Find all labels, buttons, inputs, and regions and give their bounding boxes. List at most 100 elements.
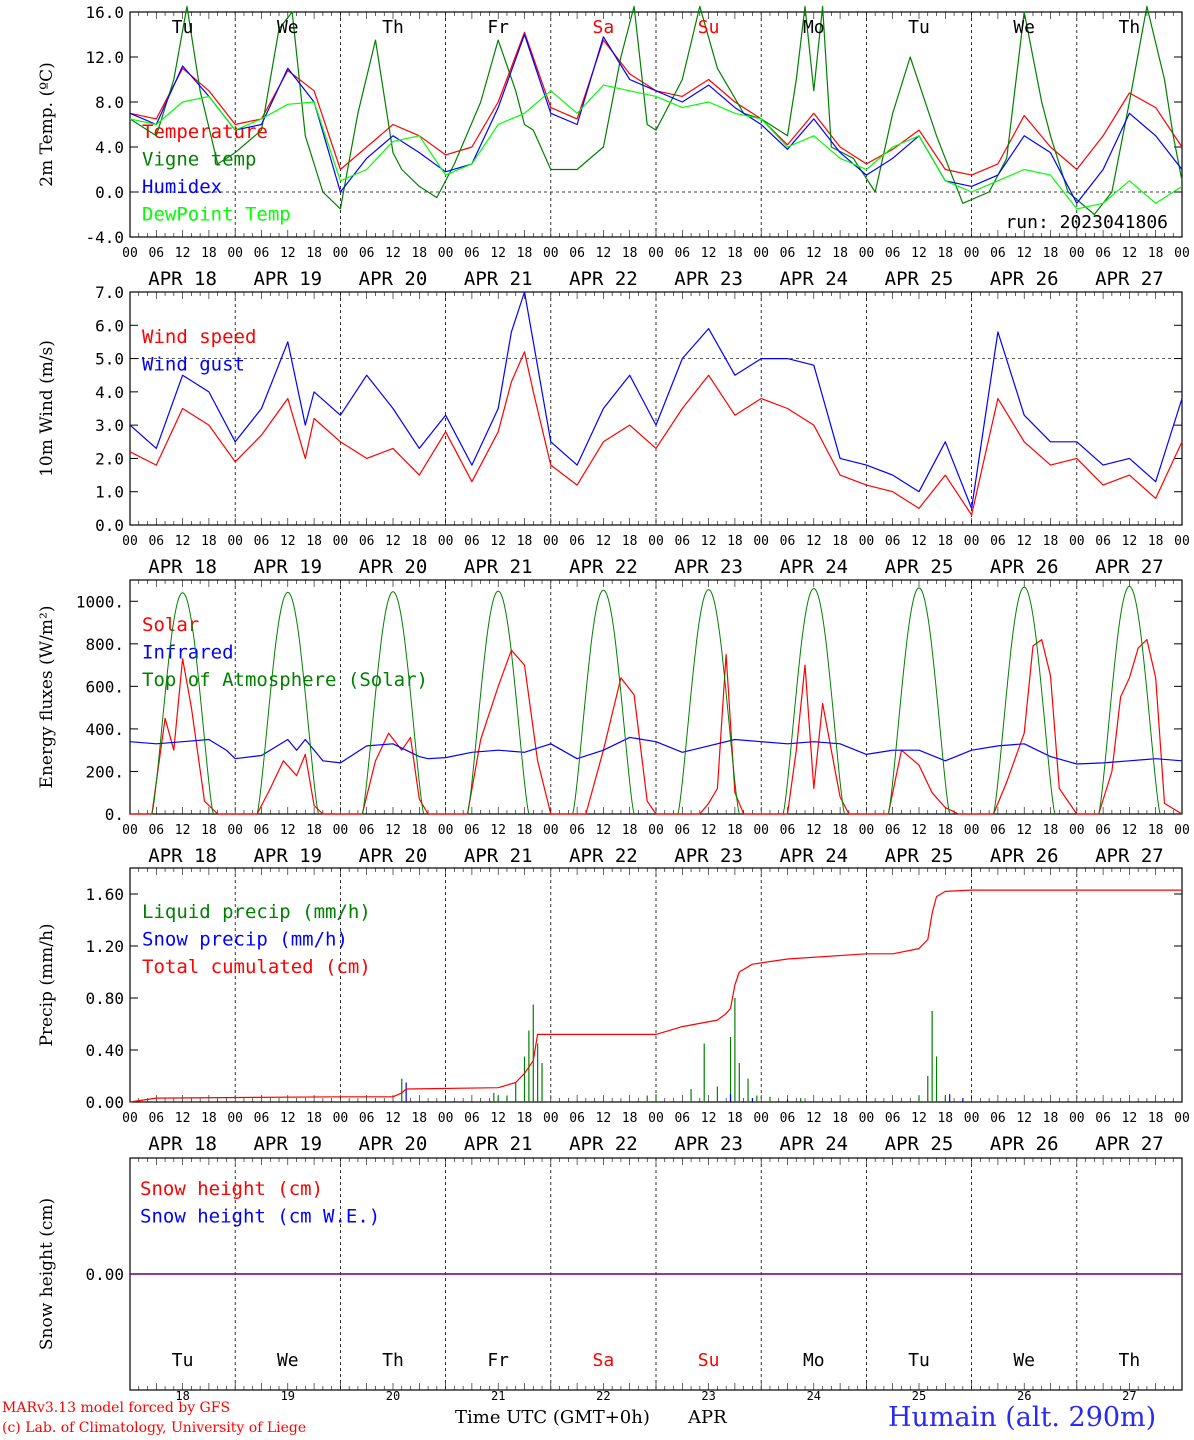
weekday-label: Tu <box>172 17 194 38</box>
hour-tick-label: 18 <box>306 1111 322 1126</box>
day-number-label: 22 <box>596 1389 610 1403</box>
hour-tick-label: 06 <box>674 534 690 549</box>
hour-tick-label: 18 <box>727 1111 743 1126</box>
legend-series-vigne-temp: Vigne temp <box>142 149 256 171</box>
hour-tick-label: 00 <box>1174 246 1190 261</box>
hour-tick-label: 18 <box>622 823 638 838</box>
hour-tick-label: 12 <box>701 823 717 838</box>
hour-tick-label: 12 <box>806 246 822 261</box>
hour-tick-label: 06 <box>254 246 270 261</box>
date-label: APR 20 <box>359 556 428 578</box>
hour-tick-label: 12 <box>911 823 927 838</box>
hour-tick-label: 18 <box>1043 1111 1059 1126</box>
hour-tick-label: 00 <box>648 534 664 549</box>
hour-tick-label: 06 <box>359 534 375 549</box>
hour-tick-label: 12 <box>1122 1111 1138 1126</box>
series-top-of-atmosphere-solar <box>151 585 1161 815</box>
hour-tick-label: 18 <box>517 823 533 838</box>
hour-tick-label: 06 <box>359 246 375 261</box>
y-tick-label: 0. <box>105 805 124 824</box>
hour-tick-label: 00 <box>227 823 243 838</box>
hour-tick-label: 00 <box>859 534 875 549</box>
hour-tick-label: 00 <box>333 246 349 261</box>
hour-tick-label: 00 <box>1069 246 1085 261</box>
date-label: APR 22 <box>569 1133 638 1155</box>
hour-tick-label: 12 <box>596 534 612 549</box>
hour-tick-label: 12 <box>385 246 401 261</box>
hour-tick-label: 00 <box>438 823 454 838</box>
date-label: APR 26 <box>990 268 1059 290</box>
hour-tick-label: 06 <box>464 1111 480 1126</box>
hour-tick-label: 06 <box>990 1111 1006 1126</box>
hour-tick-label: 06 <box>674 1111 690 1126</box>
y-tick-label: 12.0 <box>85 48 124 67</box>
hour-tick-label: 00 <box>333 823 349 838</box>
y-tick-label: 1.60 <box>85 885 124 904</box>
date-label: APR 21 <box>464 556 533 578</box>
hour-tick-label: 18 <box>201 823 217 838</box>
y-tick-label: 2.0 <box>95 449 124 468</box>
hour-tick-label: 18 <box>411 1111 427 1126</box>
hour-tick-label: 18 <box>727 823 743 838</box>
hour-tick-label: 00 <box>122 1111 138 1126</box>
date-label: APR 19 <box>253 845 322 867</box>
hour-tick-label: 00 <box>543 823 559 838</box>
hour-tick-label: 00 <box>333 1111 349 1126</box>
date-label: APR 18 <box>148 268 217 290</box>
hour-tick-label: 18 <box>1043 823 1059 838</box>
legend-series-snow-height-cm: Snow height (cm) <box>140 1178 323 1200</box>
series-wind-gust <box>129 291 1183 509</box>
y-tick-label: 1000. <box>76 592 124 611</box>
date-label: APR 26 <box>990 556 1059 578</box>
month-label: APR <box>688 1407 727 1428</box>
y-tick-label: 1.20 <box>85 937 124 956</box>
date-label: APR 21 <box>464 1133 533 1155</box>
y-tick-label: 0.0 <box>95 516 124 535</box>
panel-precip: 0.00 0.40 0.80 1.20 1.60 Precip (mm/h) Liquid … <box>37 867 1190 1155</box>
legend-series-snow-height-cm-w-e: Snow height (cm W.E.) <box>140 1206 380 1228</box>
y-axis-label: Snow height (cm) <box>37 1198 57 1350</box>
hour-tick-label: 18 <box>1043 534 1059 549</box>
date-label: APR 23 <box>674 1133 743 1155</box>
hour-tick-label: 12 <box>1122 823 1138 838</box>
date-label: APR 24 <box>779 268 848 290</box>
hour-tick-label: 06 <box>885 1111 901 1126</box>
date-label: APR 23 <box>674 556 743 578</box>
hour-tick-label: 06 <box>254 1111 270 1126</box>
hour-tick-label: 00 <box>1174 1111 1190 1126</box>
hour-tick-label: 12 <box>490 823 506 838</box>
hour-tick-label: 06 <box>148 1111 164 1126</box>
weekday-label: Mo <box>803 1350 825 1371</box>
panel-energy: 0. 200. 400. 600. 800. 1000. Energy fluxes (W/… <box>37 579 1190 867</box>
hour-tick-label: 18 <box>937 246 953 261</box>
hour-tick-label: 06 <box>569 246 585 261</box>
hour-tick-label: 18 <box>1043 246 1059 261</box>
y-tick-label: 16.0 <box>85 3 124 22</box>
day-number-label: 27 <box>1122 1389 1136 1403</box>
hour-tick-label: 18 <box>727 534 743 549</box>
hour-tick-label: 12 <box>806 1111 822 1126</box>
hour-tick-label: 18 <box>306 823 322 838</box>
hour-tick-label: 12 <box>175 1111 191 1126</box>
legend-series-top-of-atmosphere-solar: Top of Atmosphere (Solar) <box>142 669 428 691</box>
hour-tick-label: 00 <box>438 246 454 261</box>
y-tick-label: 0.0 <box>95 183 124 202</box>
date-label: APR 24 <box>779 1133 848 1155</box>
y-tick-label: 200. <box>85 762 124 781</box>
hour-tick-label: 18 <box>1148 246 1164 261</box>
hour-tick-label: 12 <box>385 534 401 549</box>
hour-tick-label: 06 <box>990 823 1006 838</box>
date-label: APR 18 <box>148 556 217 578</box>
date-label: APR 25 <box>885 1133 954 1155</box>
date-label: APR 22 <box>569 268 638 290</box>
y-tick-label: 600. <box>85 677 124 696</box>
legend-series-total-cumulated-cm: Total cumulated (cm) <box>142 956 371 978</box>
hour-tick-label: 00 <box>543 534 559 549</box>
hour-tick-label: 12 <box>911 534 927 549</box>
hour-tick-label: 18 <box>832 534 848 549</box>
weekday-label: Tu <box>172 1350 194 1371</box>
day-number-label: 23 <box>701 1389 715 1403</box>
date-label: APR 23 <box>674 845 743 867</box>
hour-tick-label: 00 <box>333 534 349 549</box>
legend-series-liquid-precip-mm-h: Liquid precip (mm/h) <box>142 901 371 923</box>
